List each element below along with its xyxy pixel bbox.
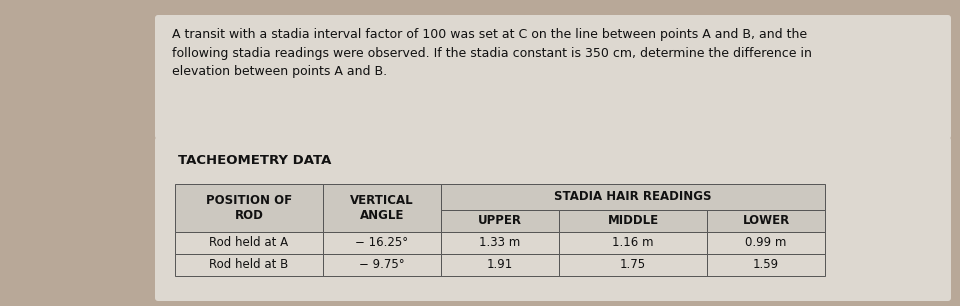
- Text: UPPER: UPPER: [478, 215, 522, 227]
- Text: LOWER: LOWER: [742, 215, 790, 227]
- Text: Rod held at B: Rod held at B: [209, 259, 289, 271]
- FancyBboxPatch shape: [155, 15, 951, 139]
- Bar: [441, 254, 559, 276]
- Bar: [323, 184, 441, 232]
- Bar: [707, 210, 825, 232]
- Bar: [441, 184, 825, 210]
- Text: 1.33 m: 1.33 m: [479, 237, 520, 249]
- Bar: [175, 184, 323, 232]
- Text: 1.16 m: 1.16 m: [612, 237, 654, 249]
- Text: − 9.75°: − 9.75°: [359, 259, 405, 271]
- Text: STADIA HAIR READINGS: STADIA HAIR READINGS: [554, 191, 711, 203]
- Text: MIDDLE: MIDDLE: [608, 215, 659, 227]
- Bar: [323, 232, 441, 254]
- Text: − 16.25°: − 16.25°: [355, 237, 409, 249]
- Bar: [707, 254, 825, 276]
- Bar: [559, 210, 707, 232]
- Text: 1.91: 1.91: [487, 259, 514, 271]
- Bar: [559, 232, 707, 254]
- Text: 1.75: 1.75: [620, 259, 646, 271]
- Text: A transit with a stadia interval factor of 100 was set at C on the line between : A transit with a stadia interval factor …: [172, 28, 812, 78]
- Text: 0.99 m: 0.99 m: [745, 237, 786, 249]
- Bar: [559, 254, 707, 276]
- Bar: [441, 210, 559, 232]
- Text: Rod held at A: Rod held at A: [209, 237, 289, 249]
- Bar: [323, 254, 441, 276]
- Text: 1.59: 1.59: [753, 259, 780, 271]
- Bar: [707, 232, 825, 254]
- Text: POSITION OF
ROD: POSITION OF ROD: [206, 194, 292, 222]
- Bar: [175, 232, 323, 254]
- Bar: [441, 232, 559, 254]
- Text: TACHEOMETRY DATA: TACHEOMETRY DATA: [178, 154, 331, 167]
- FancyBboxPatch shape: [155, 137, 951, 301]
- Bar: [175, 254, 323, 276]
- Text: VERTICAL
ANGLE: VERTICAL ANGLE: [350, 194, 414, 222]
